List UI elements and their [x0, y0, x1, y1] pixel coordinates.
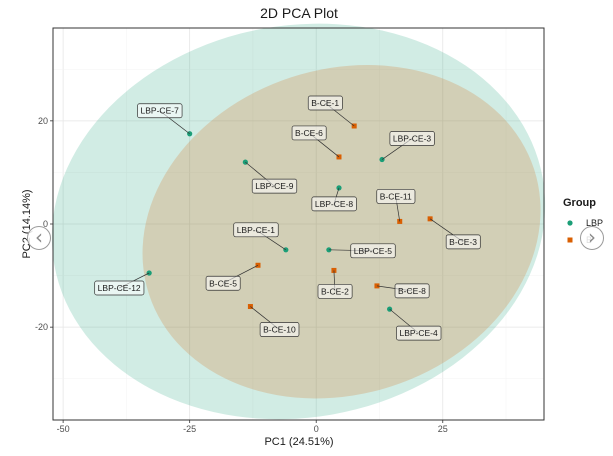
point-label: B-CE-6: [295, 128, 323, 138]
label-group-lbp-ce-12: LBP-CE-12: [94, 272, 150, 296]
axes: -50 -25 0 25 -20 0 20: [35, 27, 545, 434]
label-group-lbp-ce-7: LBP-CE-7: [137, 103, 190, 135]
point-label: LBP-CE-8: [315, 199, 354, 209]
point-label: LBP-CE-4: [399, 328, 438, 338]
y-tick-label: 20: [38, 116, 48, 126]
x-tick-label: 0: [314, 424, 319, 434]
label-group-b-ce-2: B-CE-2: [317, 270, 353, 299]
point-label: LBP-CE-3: [393, 134, 432, 144]
label-box: [137, 103, 183, 119]
label-box: [396, 325, 442, 341]
label-group-b-ce-11: B-CE-11: [376, 189, 416, 222]
point-label: LBP-CE-7: [141, 106, 180, 116]
x-tick-label: 25: [438, 424, 448, 434]
y-axis-title: PC2 (14.14%): [21, 189, 33, 258]
y-tick-label: 0: [43, 219, 48, 229]
label-group-lbp-ce-3: LBP-CE-3: [381, 131, 435, 160]
point-label: B-CE-10: [263, 325, 296, 335]
legend-title: Group: [563, 197, 596, 209]
point-lbp-ce-5: [326, 247, 332, 253]
label-group-lbp-ce-4: LBP-CE-4: [389, 308, 442, 341]
point-label: LBP-CE-5: [354, 246, 393, 256]
label-box: [376, 189, 416, 204]
point-labels: LBP-CE-7 LBP-CE-12 LBP-CE-9 LBP-CE-1 LBP-CE-…: [94, 95, 481, 341]
label-group-lbp-ce-9: LBP-CE-9: [245, 161, 298, 194]
x-tick-label: -50: [57, 424, 70, 434]
point-label: LBP-CE-9: [255, 181, 294, 191]
label-group-lbp-ce-5: LBP-CE-5: [328, 243, 396, 259]
point-label: B-CE-11: [380, 191, 412, 201]
chart-title: 2D PCA Plot: [260, 5, 338, 21]
label-box: [389, 131, 435, 146]
point-label: B-CE-3: [449, 237, 477, 247]
legend-key-lbp: [567, 220, 573, 226]
label-box: [307, 95, 343, 111]
point-lbp-ce-8: [336, 185, 342, 191]
legend-label-lbp: LBP: [586, 218, 603, 228]
point-label: LBP-CE-12: [98, 283, 141, 293]
label-group-b-ce-8: B-CE-8: [376, 283, 430, 299]
prev-arrow-button[interactable]: ‹: [27, 226, 51, 250]
label-box: [94, 280, 145, 296]
label-group-lbp-ce-8: LBP-CE-8: [311, 187, 357, 212]
label-box: [445, 234, 481, 250]
label-box: [233, 222, 279, 238]
label-box: [350, 243, 396, 259]
x-tick-label: -25: [183, 424, 196, 434]
label-group-b-ce-3: B-CE-3: [429, 218, 481, 250]
point-label: B-CE-1: [311, 98, 339, 108]
label-box: [311, 196, 357, 212]
y-tick-label: -20: [35, 322, 48, 332]
confidence-ellipses: [51, 23, 546, 420]
label-box: [205, 275, 241, 291]
label-box: [291, 125, 327, 141]
point-label: LBP-CE-1: [237, 225, 276, 235]
label-box: [259, 322, 300, 337]
label-group-b-ce-1: B-CE-1: [307, 95, 355, 127]
label-group-b-ce-5: B-CE-5: [205, 264, 259, 291]
label-box: [394, 283, 430, 299]
label-box: [251, 178, 298, 194]
legend-key-b: [567, 237, 573, 243]
label-group-b-ce-10: B-CE-10: [250, 306, 300, 337]
chevron-left-icon: ‹: [35, 225, 43, 249]
ellipse-b: [142, 65, 541, 399]
label-group-lbp-ce-1: LBP-CE-1: [233, 222, 287, 251]
x-axis-title: PC1 (24.51%): [264, 436, 333, 448]
label-group-b-ce-6: B-CE-6: [291, 125, 340, 158]
point-label: B-CE-8: [398, 286, 426, 296]
chevron-right-icon: ›: [588, 225, 596, 249]
point-label: B-CE-5: [209, 278, 237, 288]
label-box: [317, 284, 353, 299]
next-arrow-button[interactable]: ›: [580, 226, 604, 250]
point-label: B-CE-2: [321, 286, 349, 296]
